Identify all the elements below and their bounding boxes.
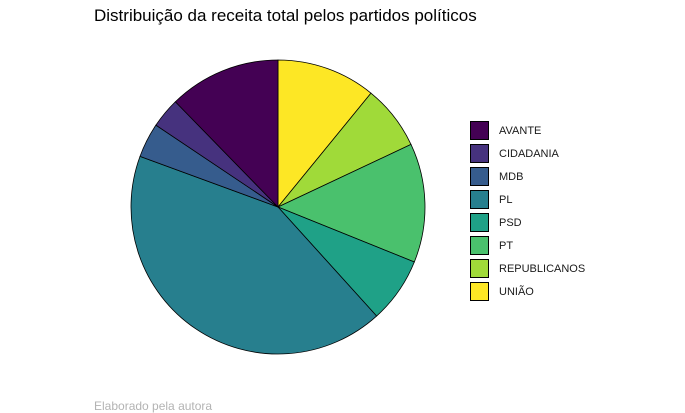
legend-item-republicanos: REPUBLICANOS <box>470 257 585 280</box>
legend-label-pt: PT <box>499 239 514 252</box>
chart-legend: AVANTE CIDADANIA MDB PL PSD PT REPUBLICA… <box>470 119 585 303</box>
legend-label-mdb: MDB <box>499 170 524 183</box>
legend-key-psd <box>470 213 489 232</box>
legend-item-pl: PL <box>470 188 585 211</box>
legend-key-avante <box>470 121 489 140</box>
legend-label-pl: PL <box>499 193 513 206</box>
legend-item-psd: PSD <box>470 211 585 234</box>
pie-slices <box>130 59 426 355</box>
legend-label-uniao: UNIÃO <box>499 285 534 298</box>
legend-key-republicanos <box>470 259 489 278</box>
chart-title: Distribuição da receita total pelos part… <box>94 6 477 25</box>
legend-label-psd: PSD <box>499 216 522 229</box>
legend-item-cidadania: CIDADANIA <box>470 142 585 165</box>
chart-caption: Elaborado pela autora <box>94 399 213 413</box>
pie-slice-avante <box>174 59 279 208</box>
legend-key-uniao <box>470 282 489 301</box>
pie-slice-pl <box>130 155 378 355</box>
legend-label-avante: AVANTE <box>499 124 542 137</box>
pie-slice-uni-o <box>277 59 372 209</box>
legend-key-cidadania <box>470 144 489 163</box>
legend-item-mdb: MDB <box>470 165 585 188</box>
legend-item-uniao: UNIÃO <box>470 280 585 303</box>
legend-label-republicanos: REPUBLICANOS <box>499 262 586 275</box>
legend-label-cidadania: CIDADANIA <box>499 147 559 160</box>
legend-item-avante: AVANTE <box>470 119 585 142</box>
pie-slice-pt <box>277 143 426 263</box>
legend-item-pt: PT <box>470 234 585 257</box>
legend-key-pt <box>470 236 489 255</box>
legend-key-pl <box>470 190 489 209</box>
legend-key-mdb <box>470 167 489 186</box>
